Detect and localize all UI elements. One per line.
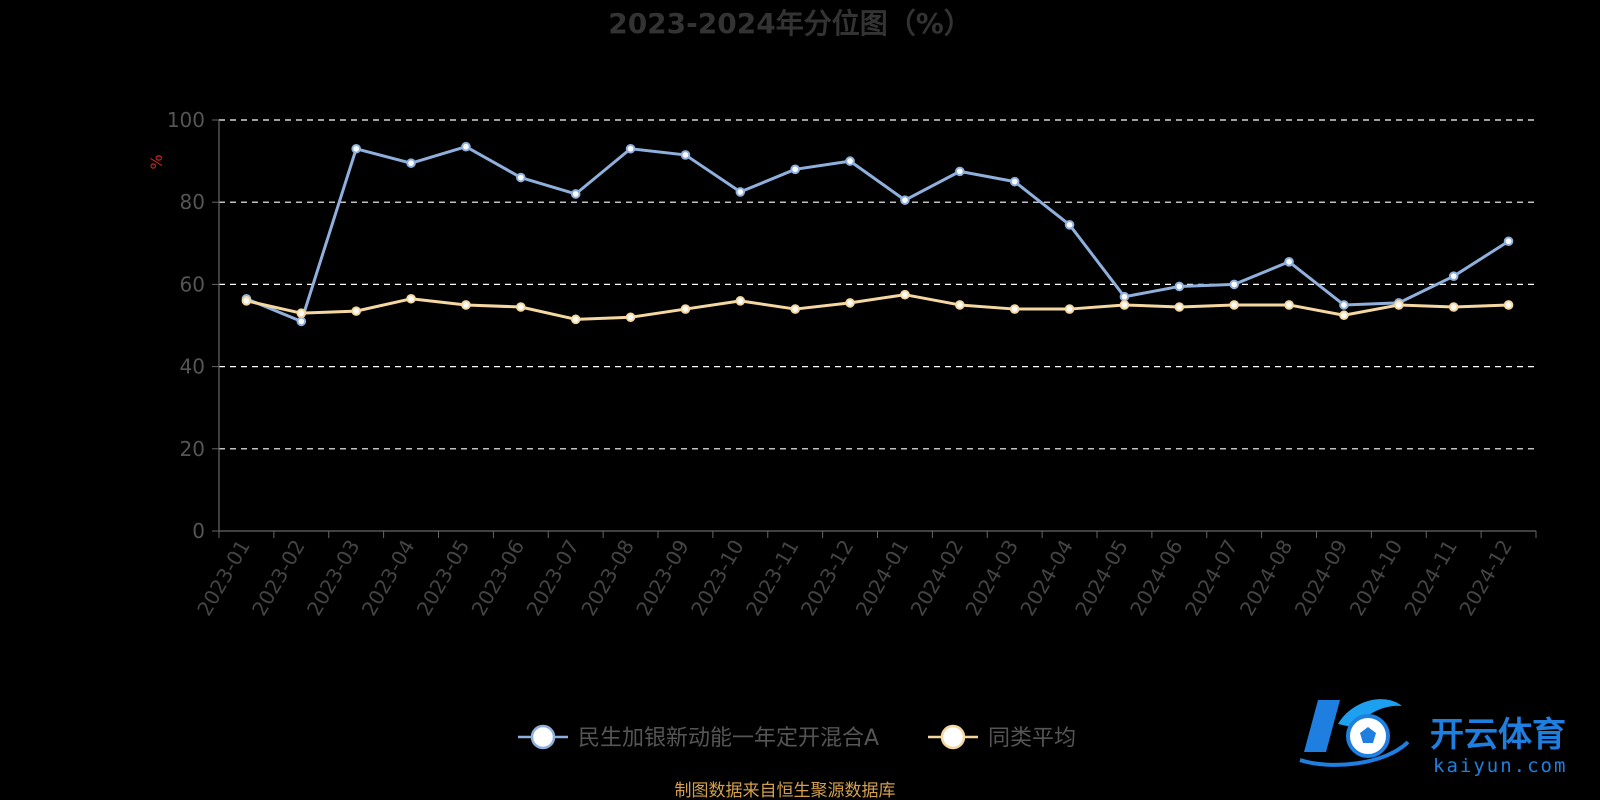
- series-1-point: [516, 302, 526, 312]
- series-0-point: [735, 187, 746, 197]
- series-1-point: [1119, 300, 1130, 310]
- series-0-point: [1009, 176, 1020, 187]
- x-tick-label: 2023-03: [302, 536, 365, 620]
- series-1-point: [1448, 302, 1459, 312]
- y-tick-label: 40: [180, 355, 205, 379]
- x-tick-label: 2024-04: [1015, 536, 1078, 620]
- y-tick-label: 100: [167, 108, 205, 132]
- x-tick-label: 2023-11: [741, 536, 804, 620]
- series-1-point: [680, 304, 691, 314]
- legend-label: 同类平均: [988, 726, 1076, 751]
- x-tick-label: 2023-10: [686, 536, 749, 620]
- x-tick-label: 2024-06: [1125, 536, 1188, 620]
- x-tick-label: 2024-07: [1180, 536, 1243, 620]
- series-1-point: [845, 298, 855, 308]
- x-tick-label: 2024-02: [906, 536, 969, 620]
- series-1-point: [1174, 302, 1185, 312]
- series-0-point: [900, 195, 910, 205]
- legend-marker: [530, 724, 556, 750]
- grid-lines: [212, 119, 1536, 532]
- x-tick-label: 2024-05: [1070, 536, 1133, 620]
- series-1-point: [1229, 300, 1239, 310]
- y-tick-label: 20: [180, 437, 205, 461]
- k-soccer-ball-logo-icon: [1299, 699, 1410, 767]
- x-tick-label: 2024-08: [1235, 536, 1298, 620]
- legend-marker: [940, 724, 966, 750]
- y-axis-label: %: [147, 154, 166, 169]
- x-tick-labels: 2023-012023-022023-032023-042023-052023-…: [192, 536, 1517, 620]
- series-0-point: [625, 143, 636, 154]
- series-0-point: [406, 158, 416, 168]
- series-0-point: [845, 156, 855, 166]
- series-line-0: [245, 145, 1510, 323]
- series-1-point: [735, 296, 746, 306]
- x-tick-label: 2023-02: [247, 536, 310, 620]
- x-tick-label: 2024-03: [960, 536, 1023, 620]
- series-1-point: [790, 304, 800, 314]
- axes: [218, 120, 1537, 538]
- watermark-domain: kaiyun.com: [1433, 755, 1567, 777]
- series-1-point: [1503, 300, 1514, 310]
- series-0-point: [351, 143, 361, 154]
- chart-title: 2023-2024年分位图（%）: [608, 7, 972, 40]
- series-0-point: [1284, 256, 1294, 267]
- x-tick-label: 2024-10: [1345, 536, 1408, 620]
- series-lines: [241, 141, 1514, 327]
- series-0-point: [1119, 291, 1130, 302]
- source-note: 制图数据来自恒生聚源数据库: [675, 781, 896, 800]
- y-tick-label: 0: [192, 519, 205, 543]
- series-1-point: [1284, 300, 1294, 310]
- series-1-point: [955, 300, 965, 310]
- x-tick-label: 2023-01: [192, 536, 255, 620]
- series-1-point: [1009, 304, 1020, 314]
- x-tick-label: 2024-09: [1290, 536, 1353, 620]
- series-0-point: [1339, 300, 1349, 310]
- x-tick-label: 2023-05: [412, 536, 475, 620]
- legend-item-1[interactable]: 同类平均: [928, 724, 1076, 751]
- series-0-point: [790, 164, 800, 175]
- x-tick-label: 2023-09: [631, 536, 694, 620]
- y-tick-labels: 0 20 40 60 80 100: [167, 108, 205, 543]
- legend-label: 民生加银新动能一年定开混合A: [578, 726, 879, 751]
- x-tick-label: 2023-12: [796, 536, 859, 620]
- series-0-point: [1064, 220, 1075, 230]
- legend[interactable]: 民生加银新动能一年定开混合A 同类平均: [518, 724, 1076, 751]
- series-1-point: [1394, 300, 1404, 310]
- x-tick-label: 2024-12: [1454, 536, 1517, 620]
- series-1-point: [461, 300, 471, 310]
- series-0-point: [570, 189, 581, 199]
- series-line-1: [246, 293, 1509, 321]
- series-1-point: [570, 314, 581, 325]
- watermark-logo: 开云体育 kaiyun.com: [1299, 699, 1567, 777]
- y-tick-label: 60: [180, 272, 205, 296]
- series-1-point: [625, 312, 636, 323]
- series-1-point: [351, 306, 361, 316]
- series-1-point: [900, 289, 910, 300]
- legend-item-0[interactable]: 民生加银新动能一年定开混合A: [518, 724, 879, 751]
- y-tick-label: 80: [180, 190, 205, 214]
- x-tick-label: 2023-04: [357, 536, 420, 620]
- series-0-point: [461, 141, 471, 152]
- series-0-point: [1174, 281, 1185, 292]
- series-1-point: [406, 293, 416, 304]
- x-tick-label: 2023-06: [467, 536, 530, 620]
- series-1-point: [1064, 304, 1075, 314]
- watermark-brand: 开云体育: [1430, 715, 1566, 755]
- x-tick-label: 2023-07: [521, 536, 584, 620]
- series-1-point: [296, 308, 307, 318]
- series-0-point: [1448, 271, 1459, 281]
- series-0-point: [955, 166, 965, 177]
- series-1-point: [1339, 310, 1349, 321]
- x-tick-label: 2024-11: [1399, 536, 1462, 620]
- series-0-point: [680, 150, 691, 160]
- x-tick-label: 2023-08: [576, 536, 639, 620]
- series-0-point: [1229, 279, 1239, 290]
- series-0-point: [296, 316, 307, 327]
- series-1-point: [241, 296, 252, 306]
- series-0-point: [1503, 236, 1514, 247]
- series-0-point: [516, 172, 526, 183]
- x-tick-label: 2024-01: [851, 536, 914, 620]
